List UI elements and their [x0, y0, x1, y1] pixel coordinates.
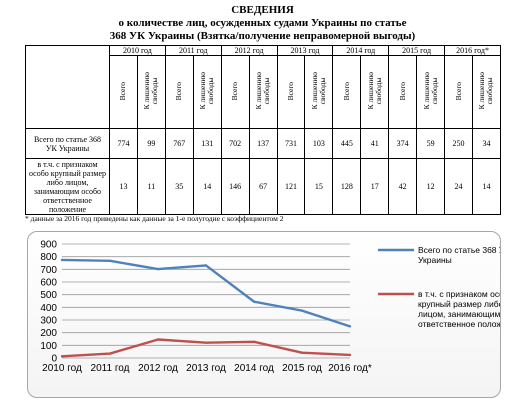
table-cell: 35 — [164, 158, 194, 215]
table-corner-cell — [25, 45, 110, 129]
subheader-total: Всего — [109, 55, 138, 129]
table-cell: 767 — [164, 128, 194, 159]
subheader-prison: К лишению свободы — [360, 55, 390, 129]
data-point — [348, 353, 352, 357]
y-tick-label: 0 — [51, 354, 57, 365]
title-line-2: о количестве лиц, осужденных судами Укра… — [118, 17, 407, 29]
table-cell: 250 — [444, 128, 473, 159]
table-cell: 99 — [136, 128, 166, 159]
table-cell: 34 — [471, 128, 502, 159]
y-tick-label: 300 — [40, 316, 57, 327]
table-row-total: Всего по статье 368 УК Украины 774 99 76… — [25, 128, 502, 159]
table-cell: 11 — [136, 158, 166, 215]
subheader-total: Всего — [164, 55, 194, 129]
table-cell: 445 — [332, 128, 362, 159]
x-tick-label: 2012 год — [138, 363, 178, 374]
data-point — [156, 267, 160, 271]
x-tick-label: 2016 год* — [328, 363, 372, 374]
year-header: 2012 год — [220, 45, 278, 56]
x-tick-label: 2013 год — [186, 363, 226, 374]
table-cell: 17 — [360, 158, 390, 215]
table-cell: 14 — [192, 158, 222, 215]
y-tick-label: 800 — [40, 252, 57, 263]
year-header: 2010 год — [109, 45, 166, 56]
series-line-1 — [61, 258, 351, 328]
subheader-prison: К лишению свободы — [192, 55, 222, 129]
y-tick-label: 500 — [40, 290, 57, 301]
table-cell: 103 — [304, 128, 334, 159]
subheader-prison: К лишению свободы — [416, 55, 446, 129]
table-cell: 128 — [332, 158, 362, 215]
data-point — [204, 264, 208, 267]
table-cell: 774 — [109, 128, 138, 159]
year-header: 2011 год — [164, 45, 222, 56]
subheader-total: Всего — [388, 55, 418, 129]
table-cell: 67 — [248, 158, 278, 215]
table-cell: 137 — [248, 128, 278, 159]
title-line-3: 368 УК Украины (Взятка/получение неправо… — [109, 30, 416, 42]
y-tick-label: 600 — [40, 278, 57, 289]
table-cell: 121 — [276, 158, 306, 215]
row-label: Всего по статье 368 УК Украины — [25, 128, 110, 159]
table-row-special: в т.ч. с признаком особо крупный размер … — [25, 158, 502, 215]
data-point — [204, 341, 208, 344]
subheader-total: Всего — [332, 55, 362, 129]
table-cell: 42 — [388, 158, 418, 215]
data-point — [156, 338, 160, 341]
subheader-prison: К лишению свободы — [248, 55, 278, 129]
data-point — [300, 309, 304, 312]
x-tick-label: 2015 год — [282, 363, 322, 374]
footnote: * данные за 2016 год приведены как данны… — [25, 214, 284, 223]
table-cell: 731 — [276, 128, 306, 159]
subheader-prison: К лишению свободы — [136, 55, 166, 129]
statistics-table: 2010 год 2011 год 2012 год 2013 год 2014… — [25, 45, 502, 215]
y-tick-label: 200 — [40, 328, 57, 339]
year-header: 2015 год — [388, 45, 446, 56]
table-year-header-row: 2010 год 2011 год 2012 год 2013 год 2014… — [25, 45, 501, 129]
year-header: 2016 год* — [444, 45, 501, 56]
y-tick-label: 700 — [40, 265, 57, 276]
table-cell: 15 — [304, 158, 334, 215]
x-tick-label: 2010 год — [42, 363, 82, 374]
table-cell: 146 — [220, 158, 250, 215]
data-point — [300, 351, 304, 354]
table-subheader-row: Всего К лишению свободы Всего К лишению … — [26, 55, 502, 129]
subheader-prison: К лишению свободы — [471, 55, 502, 129]
year-header: 2014 год — [332, 45, 390, 56]
subheader-total: Всего — [444, 55, 473, 129]
year-header: 2013 год — [276, 45, 334, 56]
table-cell: 131 — [192, 128, 222, 159]
subheader-total: Всего — [220, 55, 250, 129]
data-point — [108, 259, 112, 263]
chart-frame: 0 100 200 300 400 500 600 700 800 900 2010 год 2011… — [27, 231, 525, 398]
data-point — [252, 340, 256, 343]
table-cell: 374 — [388, 128, 418, 159]
x-tick-label: 2011 год — [91, 363, 130, 374]
document-title: СВЕДЕНИЯ о количестве лиц, осужденных су… — [0, 4, 525, 43]
row-label: в т.ч. с признаком особо крупный размер … — [25, 158, 110, 215]
table-cell: 13 — [109, 158, 138, 215]
table-cell: 12 — [416, 158, 446, 215]
y-tick-label: 900 — [40, 240, 57, 251]
y-tick-label: 100 — [40, 341, 57, 352]
table-cell: 14 — [471, 158, 502, 215]
table-cell: 41 — [360, 128, 390, 159]
subheader-total: Всего — [276, 55, 306, 129]
table-cell: 24 — [444, 158, 473, 215]
y-tick-label: 400 — [40, 303, 57, 314]
data-point — [348, 325, 352, 328]
x-tick-label: 2014 год — [234, 363, 274, 374]
data-point — [252, 300, 256, 303]
table-cell: 59 — [416, 128, 446, 159]
table-cell: 702 — [220, 128, 250, 159]
title-line-1: СВЕДЕНИЯ — [231, 4, 294, 16]
subheader-prison: К лишению свободы — [304, 55, 334, 129]
data-point — [108, 352, 112, 355]
data-point — [60, 355, 64, 358]
data-point — [60, 258, 64, 262]
